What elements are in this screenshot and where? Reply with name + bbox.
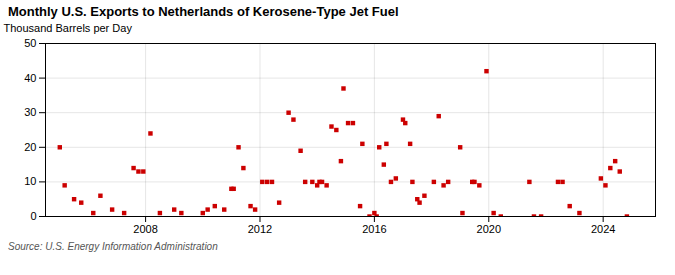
svg-text:2020: 2020 <box>477 223 501 235</box>
svg-text:50: 50 <box>24 37 36 49</box>
html-text:Monthly U.S. Exports to Nether: Monthly U.S. Exports to Netherlands of K… <box>8 4 399 19</box>
svg-text:2024: 2024 <box>591 223 615 235</box>
svg-text:2016: 2016 <box>362 223 386 235</box>
html-text:Source: U.S. Energy Informatio: Source: U.S. Energy Information Administ… <box>8 241 218 252</box>
svg-text:0: 0 <box>30 210 36 222</box>
svg-text:40: 40 <box>24 72 36 84</box>
svg-text:2012: 2012 <box>248 223 272 235</box>
svg-text:2008: 2008 <box>133 223 157 235</box>
svg-text:10: 10 <box>24 175 36 187</box>
svg-text:20: 20 <box>24 141 36 153</box>
svg-text:30: 30 <box>24 106 36 118</box>
svg-text:Thousand Barrels per Day: Thousand Barrels per Day <box>4 22 133 34</box>
